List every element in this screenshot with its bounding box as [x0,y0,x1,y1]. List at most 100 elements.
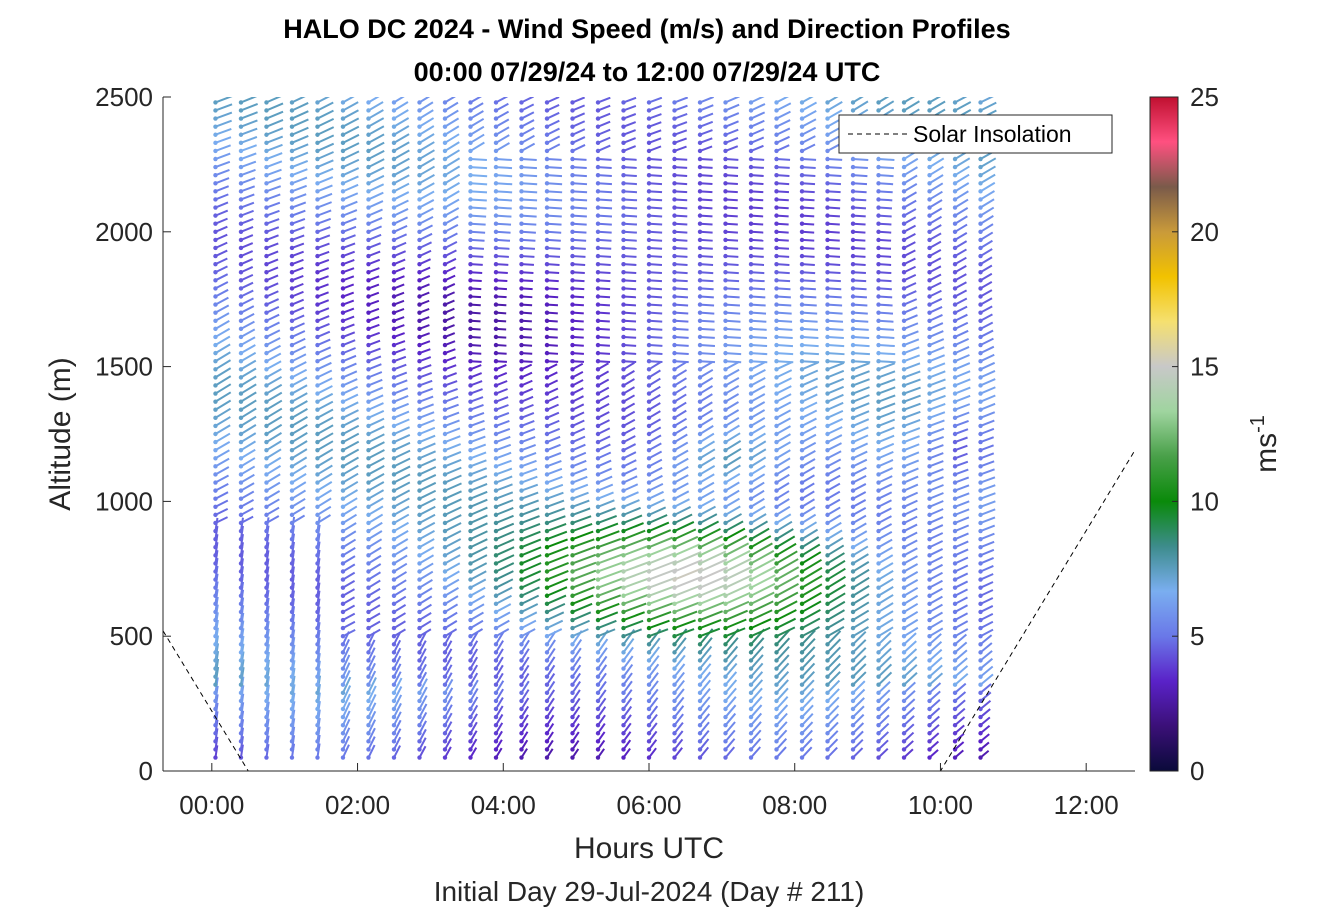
wind-arrow [444,695,453,710]
wind-arrow-head [519,278,524,283]
wind-arrow [801,110,817,120]
wind-arrow [648,672,659,686]
wind-arrow-head [417,528,422,534]
wind-arrow-head [646,140,652,146]
wind-arrow-head [442,326,448,332]
wind-arrow [546,554,569,565]
wind-arrow-head [315,342,320,348]
wind-arrow-head [289,706,295,712]
wind-arrow-head [952,755,958,760]
wind-arrow [470,475,488,484]
wind-arrow-head [748,642,754,647]
wind-arrow-head [493,755,499,760]
wind-arrow [215,193,229,201]
wind-arrow-head [850,674,856,679]
wind-arrow-head [289,189,295,194]
wind-arrow-head [417,350,422,356]
wind-arrow-head [493,164,499,170]
wind-arrow-head [748,431,754,437]
wind-arrow [827,166,842,169]
wind-arrow [291,376,308,387]
wind-arrow-head [519,245,524,251]
wind-arrow-head [315,189,320,194]
wind-arrow-head [366,698,371,704]
wind-arrow-head [264,294,269,299]
wind-arrow-head [442,731,448,736]
wind-arrow [266,218,280,225]
wind-arrow [699,327,715,331]
wind-arrow [699,527,721,541]
wind-arrow [215,273,229,282]
wind-arrow [903,578,919,589]
wind-arrow-head [544,148,550,154]
wind-arrow [878,577,894,589]
wind-arrow-head [366,334,371,340]
wind-arrow-head [544,593,550,598]
wind-arrow-head [646,496,652,501]
wind-arrow-head [927,221,932,226]
wind-arrow-head [646,731,652,736]
wind-arrow [240,473,255,484]
wind-arrow-head [774,536,779,542]
wind-arrow-head [391,625,397,631]
wind-arrow-head [519,237,524,243]
wind-arrow [444,640,453,653]
wind-arrow-head [493,108,499,113]
wind-arrow [521,103,535,112]
wind-arrow-head [927,601,932,607]
wind-arrow-head [774,706,779,712]
wind-arrow-head [697,625,703,631]
wind-arrow-head [238,326,244,332]
wind-arrow-head [289,375,295,380]
wind-arrow-head [697,714,703,720]
wind-arrow [903,290,917,298]
wind-arrow-head [723,245,728,251]
wind-arrow-head [621,447,626,453]
wind-arrow-head [799,617,805,623]
wind-arrow-head [595,625,601,631]
wind-arrow-head [825,577,830,582]
wind-arrow-head [519,528,524,534]
wind-arrow-head [799,359,805,364]
wind-arrow-head [417,245,422,251]
wind-arrow-head [570,310,575,315]
wind-arrow-head [264,407,269,412]
wind-arrow-head [748,569,754,574]
wind-arrow [674,551,702,565]
wind-arrow [801,311,818,315]
wind-arrow [674,474,689,484]
wind-arrow-head [519,747,524,752]
wind-arrow [903,539,918,549]
wind-arrow [801,696,815,710]
wind-arrow-head [289,302,295,307]
wind-arrow-head [570,650,575,655]
wind-arrow-head [825,731,830,736]
wind-arrow-head [544,674,550,679]
wind-arrow-head [799,488,805,493]
wind-arrow-head [315,148,320,154]
wind-arrow-head [570,545,575,550]
wind-arrow-head [442,439,448,445]
wind-arrow [724,489,740,500]
wind-arrow-head [213,124,218,129]
wind-arrow-head [366,658,371,663]
wind-arrow [495,640,504,653]
wind-arrow-head [672,714,677,720]
wind-arrow-head [442,488,448,493]
wind-arrow [470,570,487,581]
wind-arrow [648,568,678,581]
wind-arrow-head [774,464,779,469]
wind-arrow [827,327,844,331]
wind-arrow-head [850,302,856,307]
wind-arrow [648,529,672,541]
wind-arrow-head [646,706,652,712]
wind-arrow-head [493,747,499,752]
wind-arrow [750,574,776,589]
wind-arrow-head [340,658,346,663]
wind-arrow-head [927,164,932,170]
wind-arrow-head [213,237,218,243]
wind-arrow-head [876,496,881,501]
wind-arrow [648,506,667,516]
wind-arrow [469,117,485,128]
wind-arrow-head [213,302,218,307]
